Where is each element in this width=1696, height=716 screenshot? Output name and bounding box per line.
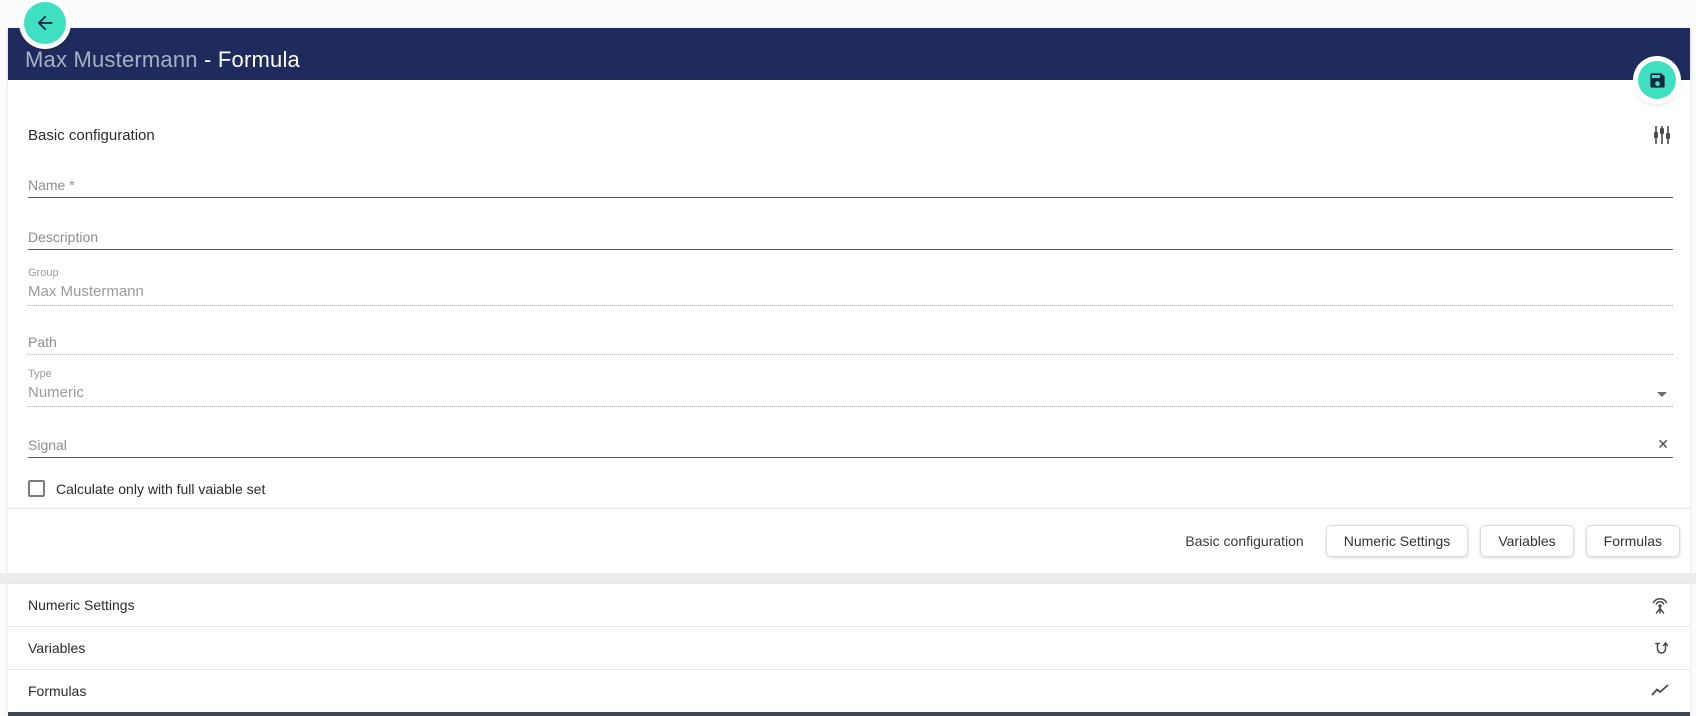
type-value: Numeric [28,384,84,401]
line-chart-icon [1649,680,1671,702]
page-title-rest: - Formula [197,47,300,72]
page-title-group: Max Mustermann [25,47,198,72]
accordion-row-formulas[interactable]: Formulas [8,669,1690,712]
path-field-disabled [28,333,1673,355]
description-input[interactable] [28,228,1673,249]
save-icon [1648,71,1667,90]
dropdown-arrow-icon [1657,392,1667,397]
accordion-label: Formulas [28,683,87,699]
full-variable-set-row: Calculate only with full vaiable set [28,480,1673,497]
header-bar: Max Mustermann - Formula [8,28,1690,80]
full-variable-set-label: Calculate only with full vaiable set [56,480,266,497]
section-header: Basic configuration [28,80,1673,148]
full-variable-set-checkbox[interactable] [28,480,45,497]
arrow-left-icon [34,12,56,34]
section-title: Basic configuration [28,126,155,144]
nav-button-numeric-settings[interactable]: Numeric Settings [1325,525,1469,557]
accordion-row-numeric-settings[interactable]: Numeric Settings [8,584,1690,626]
signal-input[interactable] [28,436,1673,457]
accordion-label: Variables [28,640,86,656]
footer-active-section: Basic configuration [1185,533,1304,549]
collapsed-panel-edge [8,712,1690,716]
type-field-disabled: Type Numeric [28,368,1673,407]
path-input [28,333,1673,354]
sections-accordion: Numeric Settings Variables [8,584,1690,712]
page-title: Max Mustermann - Formula [25,47,300,73]
clear-x-icon[interactable]: ✕ [1657,436,1669,452]
signal-field: ✕ [28,436,1673,458]
footer-navigation: Basic configuration Numeric Settings Var… [8,508,1690,573]
save-button[interactable] [1638,61,1676,99]
antenna-icon [1649,594,1671,616]
name-field [28,176,1673,198]
basic-configuration-card: Basic configuration Group Max Mustermann [8,80,1690,573]
group-label: Group [28,267,59,279]
nav-button-variables[interactable]: Variables [1480,525,1574,557]
type-label: Type [28,368,52,380]
section-gap [0,573,1696,584]
name-input[interactable] [28,176,1673,197]
back-button[interactable] [24,2,66,44]
description-field [28,228,1673,250]
swap-arrows-icon [1651,638,1671,658]
accordion-label: Numeric Settings [28,597,135,613]
tune-icon[interactable] [1651,124,1673,146]
accordion-row-variables[interactable]: Variables [8,626,1690,669]
group-value: Max Mustermann [28,283,144,300]
group-field-disabled: Group Max Mustermann [28,267,1673,306]
nav-button-formulas[interactable]: Formulas [1585,525,1680,557]
